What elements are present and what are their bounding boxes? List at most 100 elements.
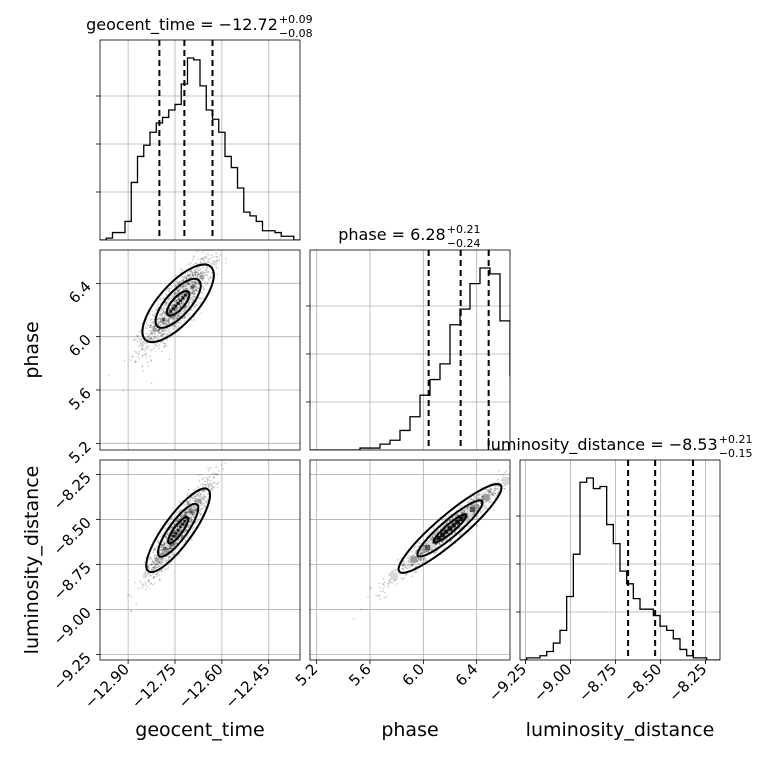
sample-point — [172, 544, 175, 547]
sample-point — [184, 276, 187, 279]
sample-point — [167, 555, 170, 558]
sample-point — [193, 500, 196, 502]
sample-point — [161, 545, 164, 548]
sample-point — [211, 472, 214, 475]
sample-point — [204, 505, 207, 508]
sample-point — [179, 296, 182, 299]
sample-point — [210, 263, 213, 265]
sample-point — [139, 580, 142, 583]
sample-point — [196, 275, 199, 278]
sample-point — [183, 302, 185, 304]
sample-point — [161, 546, 163, 549]
sample-point — [151, 560, 154, 562]
sample-point — [482, 503, 485, 506]
sample-point — [481, 497, 484, 500]
sample-point — [169, 316, 172, 319]
sample-point — [480, 498, 483, 500]
sample-point — [199, 269, 201, 271]
sample-point — [198, 479, 201, 482]
sample-point — [202, 483, 205, 485]
sample-point — [401, 564, 404, 566]
sample-point — [201, 292, 204, 294]
sample-point — [141, 365, 144, 367]
sample-point — [192, 263, 195, 266]
sample-point — [197, 282, 200, 284]
sample-point — [182, 279, 185, 282]
sample-point — [185, 513, 188, 516]
sample-point — [179, 305, 182, 308]
sample-point — [181, 317, 184, 320]
sample-point — [188, 521, 191, 523]
sample-point — [199, 514, 202, 517]
sample-point — [180, 312, 183, 315]
sample-point — [130, 596, 133, 598]
sample-point — [497, 491, 500, 494]
sample-point — [195, 281, 198, 284]
sample-point — [195, 508, 198, 511]
sample-point — [468, 500, 471, 503]
sample-point — [207, 257, 209, 260]
sample-point — [201, 257, 204, 260]
sample-point — [172, 553, 175, 556]
sample-point — [173, 529, 176, 532]
sample-point — [162, 559, 164, 562]
sample-point — [487, 489, 490, 492]
sample-point — [194, 281, 197, 284]
sample-point — [186, 508, 188, 511]
sample-point — [132, 355, 134, 358]
sample-point — [137, 335, 139, 338]
sample-point — [202, 503, 205, 505]
sample-point — [502, 474, 505, 477]
sample-point — [470, 498, 473, 501]
sample-point — [431, 535, 434, 538]
sample-point — [161, 560, 164, 563]
sample-point — [182, 285, 185, 288]
sample-point — [208, 278, 210, 281]
x-tick-label-phase: 6.4 — [452, 660, 482, 690]
sample-point — [171, 526, 174, 529]
sample-point — [463, 509, 466, 512]
sample-point — [143, 561, 146, 564]
sample-point — [451, 517, 454, 520]
sample-point — [155, 337, 158, 340]
sample-point — [165, 322, 168, 325]
sample-point — [466, 506, 469, 509]
sample-point — [216, 473, 219, 475]
sample-point — [141, 347, 144, 350]
sample-point — [172, 544, 175, 547]
sample-point — [166, 327, 168, 330]
sample-point — [181, 515, 184, 518]
density-block — [181, 523, 184, 526]
sample-point — [157, 329, 160, 332]
sample-point — [154, 564, 157, 567]
sample-point — [424, 559, 427, 562]
sample-point — [465, 522, 467, 524]
sample-point — [419, 559, 422, 561]
sample-point — [157, 332, 160, 335]
sample-point — [158, 331, 161, 334]
sample-point — [467, 500, 470, 503]
sample-point — [435, 531, 438, 533]
sample-point — [181, 312, 184, 315]
sample-point — [205, 501, 208, 503]
sample-point — [184, 522, 187, 525]
sample-point — [420, 552, 422, 555]
sample-point — [196, 290, 199, 292]
sample-point — [179, 523, 182, 526]
sample-point — [192, 512, 195, 515]
sample-point — [213, 255, 215, 258]
sample-point — [158, 561, 161, 564]
sample-point — [192, 513, 194, 516]
sample-point — [206, 282, 209, 285]
sample-point — [187, 509, 190, 512]
sample-point — [162, 311, 165, 313]
sample-point — [411, 550, 413, 553]
sample-point — [163, 305, 166, 308]
panel-title-plus-phase: +0.21 — [447, 223, 481, 236]
sample-point — [189, 524, 191, 526]
sample-point — [167, 522, 170, 525]
sample-point — [430, 537, 433, 540]
sample-point — [159, 558, 162, 561]
sample-point — [193, 495, 196, 497]
sample-point — [162, 309, 165, 312]
